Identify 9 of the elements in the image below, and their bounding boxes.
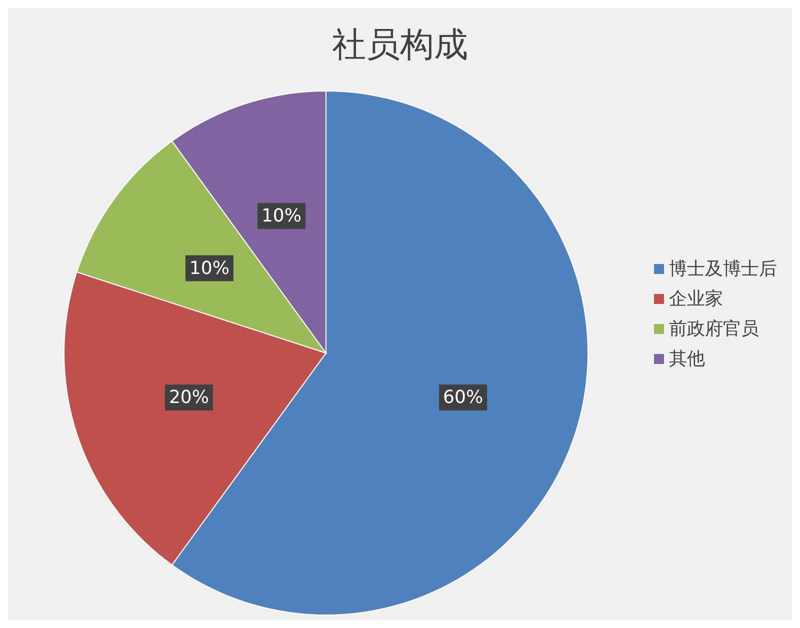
legend-label: 博士及博士后 (669, 258, 777, 280)
data-label: 20% (168, 387, 209, 408)
data-label: 10% (261, 205, 302, 226)
chart-title: 社员构成 (332, 25, 468, 65)
legend-label: 企业家 (669, 288, 723, 310)
legend-label: 其他 (669, 348, 705, 370)
legend-label: 前政府官员 (669, 318, 759, 340)
data-label: 10% (189, 258, 230, 279)
data-label: 60% (443, 387, 484, 408)
